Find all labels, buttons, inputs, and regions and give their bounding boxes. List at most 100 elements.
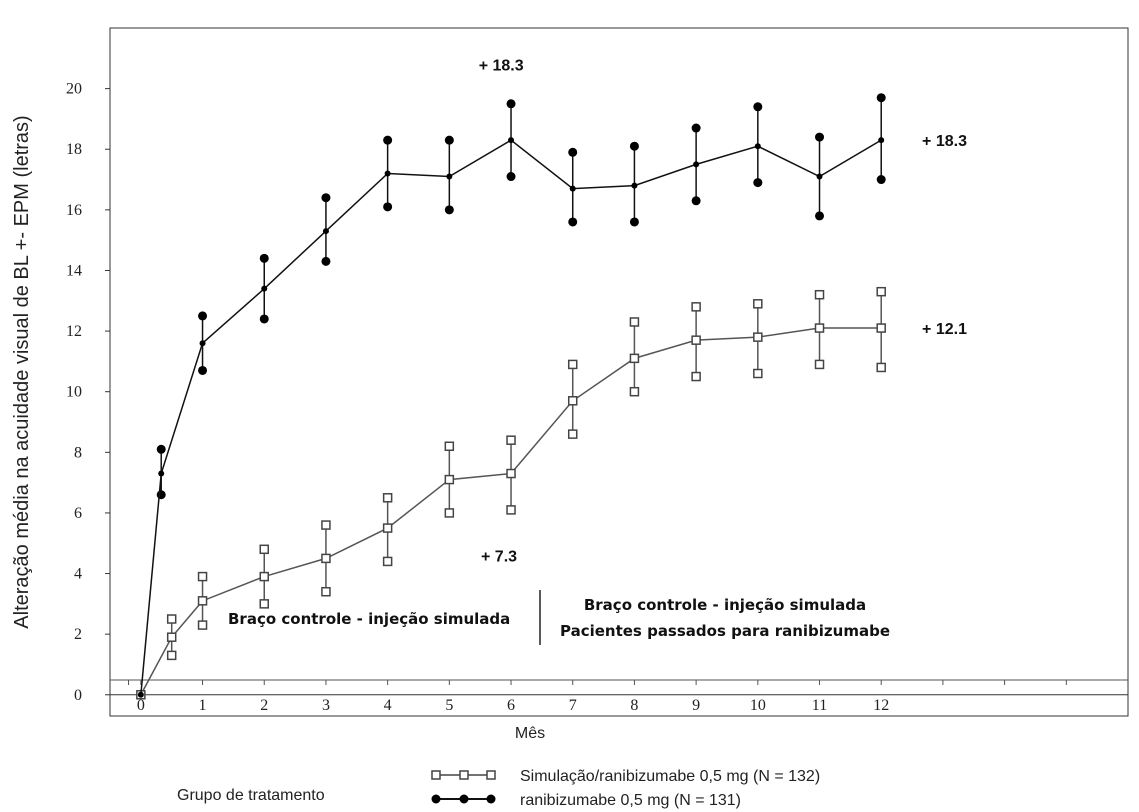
x-tick-label: 9 (692, 697, 700, 714)
error-cap (444, 205, 454, 215)
error-cap (259, 544, 269, 555)
error-cap (629, 141, 639, 151)
y-tick-label: 4 (74, 566, 82, 583)
data-point (814, 323, 825, 333)
error-cap (876, 286, 886, 297)
annotation-label: + 12.1 (922, 321, 967, 338)
error-cap (815, 132, 825, 142)
error-cap (259, 599, 269, 609)
data-point (158, 470, 165, 477)
error-cap (382, 556, 393, 567)
y-tick-label: 2 (74, 626, 82, 643)
data-point (444, 474, 455, 485)
data-point (569, 185, 576, 192)
data-point (197, 596, 208, 606)
data-point (382, 523, 393, 533)
data-point (321, 553, 331, 564)
error-cap (691, 371, 701, 382)
data-point (259, 571, 269, 582)
x-tick-label: 2 (260, 697, 268, 714)
data-point (508, 137, 515, 144)
data-point (506, 468, 516, 479)
legend-title: Grupo de tratamento (177, 787, 325, 804)
y-tick-label: 18 (66, 141, 82, 158)
error-cap (506, 99, 516, 109)
series-line (140, 139, 882, 695)
data-point (629, 353, 640, 364)
x-tick-label: 4 (384, 697, 392, 714)
x-tick-label: 0 (137, 697, 145, 714)
data-point (199, 340, 206, 347)
series-line (140, 327, 882, 696)
phase-label-right-line1: Braço controle - injeção simulada (584, 596, 866, 614)
y-tick-label: 16 (66, 202, 82, 219)
error-cap (321, 586, 331, 597)
error-cap (753, 299, 763, 309)
error-cap (567, 429, 578, 439)
y-tick-label: 8 (74, 444, 82, 461)
error-cap (321, 520, 331, 530)
y-tick-label: 14 (66, 262, 82, 279)
series-ranibizumabe (137, 93, 886, 698)
error-cap (197, 571, 208, 582)
data-point (137, 691, 144, 698)
x-tick-label: 11 (812, 697, 827, 714)
legend-swatch-simulacao (431, 770, 496, 780)
error-cap (506, 172, 516, 182)
error-cap (629, 317, 640, 327)
legend: Grupo de tratamento Simulação/ranibizuma… (177, 768, 820, 809)
annotation-label: + 18.3 (479, 57, 524, 74)
x-axis-title: Mês (515, 725, 545, 742)
data-point (878, 137, 885, 144)
data-point (691, 335, 701, 345)
annotation-label: + 18.3 (922, 133, 967, 150)
data-point (261, 285, 268, 292)
data-point (876, 323, 886, 333)
error-cap (259, 253, 269, 263)
error-cap (814, 359, 825, 370)
y-tick-label: 0 (74, 687, 82, 704)
data-point (166, 632, 177, 642)
error-cap (506, 435, 516, 445)
error-cap (753, 102, 763, 112)
error-cap (568, 147, 578, 157)
x-tick-label: 5 (445, 697, 453, 714)
error-cap (198, 311, 208, 321)
y-axis-title: Alteração média na acuidade visual de BL… (11, 115, 33, 628)
error-cap (444, 508, 455, 518)
annotations: + 18.3 + 18.3 + 7.3 + 12.1 (479, 57, 967, 565)
series-layer (136, 93, 886, 700)
plot-frame (109, 27, 1129, 717)
annotation-label: + 7.3 (481, 548, 517, 565)
data-point (446, 173, 453, 180)
error-cap (444, 135, 454, 145)
data-point (754, 143, 761, 150)
error-cap (629, 217, 639, 227)
error-cap (197, 620, 208, 630)
error-cap (568, 217, 578, 227)
legend-swatch-ranibizumabe (431, 794, 496, 804)
error-cap (444, 441, 455, 452)
error-cap (156, 490, 166, 500)
x-tick-label: 8 (630, 697, 638, 714)
y-tick-label: 10 (66, 384, 82, 401)
x-tick-label: 7 (569, 697, 577, 714)
data-point (693, 161, 700, 168)
y-tick-label: 12 (66, 323, 82, 340)
error-cap (815, 211, 825, 221)
data-point (753, 332, 763, 342)
error-cap (259, 314, 269, 324)
data-point (816, 173, 823, 180)
error-cap (691, 302, 701, 312)
error-cap (876, 175, 886, 185)
data-point (567, 396, 578, 406)
error-cap (876, 93, 886, 103)
error-cap (382, 493, 393, 503)
y-tick-label: 6 (74, 505, 82, 522)
error-cap (753, 178, 763, 188)
data-point (631, 182, 638, 189)
legend-label-ranibizumabe: ranibizumabe 0,5 mg (N = 131) (520, 792, 741, 809)
x-tick-label: 3 (322, 697, 330, 714)
x-tick-label: 12 (873, 697, 889, 714)
